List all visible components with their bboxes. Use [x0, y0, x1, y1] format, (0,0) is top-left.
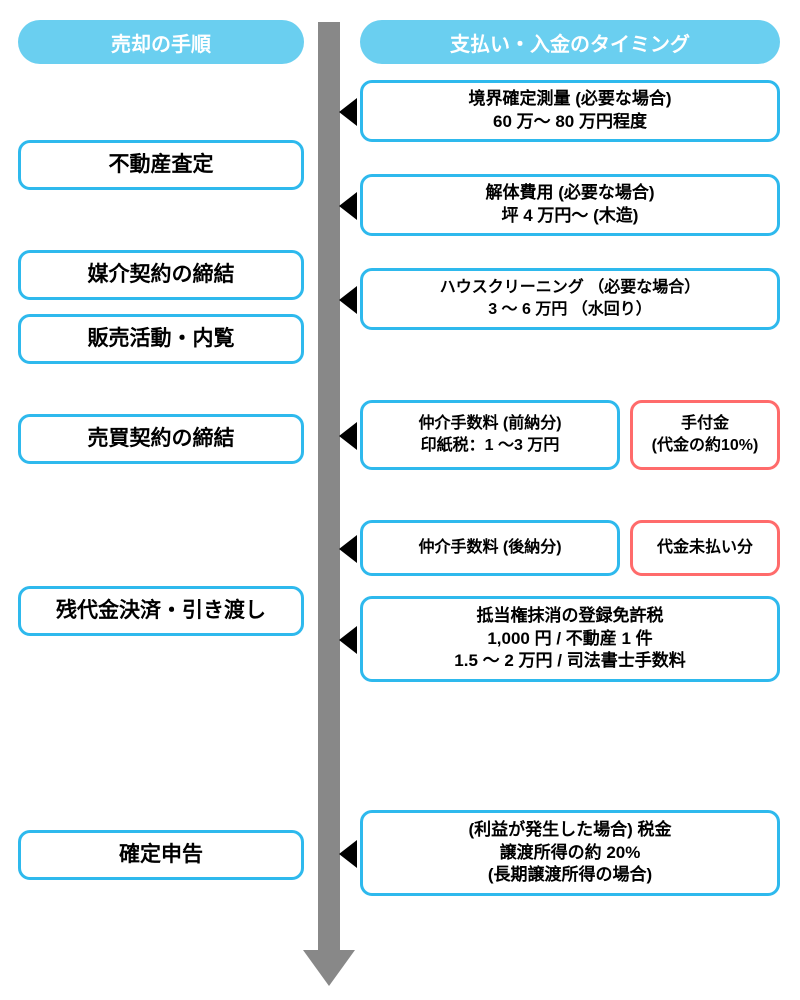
left-step-label: 不動産査定 [109, 151, 214, 179]
pointer-triangle-icon [339, 535, 357, 563]
right-box-text: 仲介手数料 (前納分) 印紙税：1 ～3 万円 [418, 413, 561, 456]
right-box-line1: ハウスクリーニング （必要な場合） [440, 279, 700, 296]
right-box-demolish: 解体費用 (必要な場合) 坪 4 万円～ (木造) [360, 174, 780, 236]
pointer-triangle-icon [339, 840, 357, 868]
right-box-text: 代金未払い分 [657, 537, 753, 559]
left-step-label: 媒介契約の締結 [88, 261, 235, 289]
header-right: 支払い・入金のタイミング [360, 20, 780, 64]
pointer-triangle-icon [339, 192, 357, 220]
right-box-text: 境界確定測量 (必要な場合) 60 万～ 80 万円程度 [468, 88, 671, 134]
right-box-line3: 1.5 ～ 2 万円 / 司法書士手数料 [454, 651, 685, 670]
left-step-sales: 販売活動・内覧 [18, 314, 304, 364]
right-box-cap-tax: (利益が発生した場合) 税金譲渡所得の約 20% (長期譲渡所得の場合) [360, 810, 780, 896]
timeline-arrow-head [303, 950, 355, 986]
left-step-settlement: 残代金決済・引き渡し [18, 586, 304, 636]
right-box-line1: 抵当権抹消の登録免許税 [477, 606, 664, 625]
left-step-label: 売買契約の締結 [88, 425, 235, 453]
right-box-line2: (代金の約10%) [652, 437, 759, 454]
right-box-survey: 境界確定測量 (必要な場合) 60 万～ 80 万円程度 [360, 80, 780, 142]
left-step-contract: 売買契約の締結 [18, 414, 304, 464]
right-box-line2: 坪 4 万円～ (木造) [502, 206, 639, 225]
right-box-line1: 解体費用 (必要な場合) [485, 183, 654, 202]
header-left-label: 売却の手順 [111, 28, 211, 57]
right-box-mortgage: 抵当権抹消の登録免許税 1,000 円 / 不動産 1 件 1.5 ～ 2 万円 /… [360, 596, 780, 682]
right-box-line2: 譲渡所得の約 20% [500, 843, 641, 862]
right-box-fee-front: 仲介手数料 (前納分) 印紙税：1 ～3 万円 [360, 400, 620, 470]
right-box-text: (利益が発生した場合) 税金譲渡所得の約 20% (長期譲渡所得の場合) [468, 819, 671, 888]
pointer-triangle-icon [339, 98, 357, 126]
diagram-container: 売却の手順 支払い・入金のタイミング 不動産査定媒介契約の締結販売活動・内覧売買… [0, 0, 800, 1000]
right-box-balance: 代金未払い分 [630, 520, 780, 576]
left-step-label: 残代金決済・引き渡し [56, 597, 266, 625]
timeline-arrow-shaft [318, 22, 340, 952]
pointer-triangle-icon [339, 626, 357, 654]
left-step-appraisal: 不動産査定 [18, 140, 304, 190]
left-step-mediation: 媒介契約の締結 [18, 250, 304, 300]
right-box-line1: 境界確定測量 (必要な場合) [468, 89, 671, 108]
right-box-line2: 印紙税：1 ～3 万円 [421, 437, 560, 454]
right-box-deposit: 手付金 (代金の約10%) [630, 400, 780, 470]
right-box-line1: 仲介手数料 (後納分) [418, 539, 561, 556]
header-left: 売却の手順 [18, 20, 304, 64]
right-box-line1: 代金未払い分 [657, 539, 753, 556]
right-box-text: 手付金 (代金の約10%) [652, 413, 759, 456]
left-step-label: 確定申告 [119, 841, 203, 869]
right-box-text: 抵当権抹消の登録免許税 1,000 円 / 不動産 1 件 1.5 ～ 2 万円 /… [454, 605, 685, 674]
pointer-triangle-icon [339, 286, 357, 314]
right-box-line2: 1,000 円 / 不動産 1 件 [487, 629, 652, 648]
right-box-text: 仲介手数料 (後納分) [418, 537, 561, 559]
header-right-label: 支払い・入金のタイミング [450, 28, 690, 57]
left-step-label: 販売活動・内覧 [88, 325, 235, 353]
pointer-triangle-icon [339, 422, 357, 450]
right-box-fee-back: 仲介手数料 (後納分) [360, 520, 620, 576]
right-box-text: 解体費用 (必要な場合) 坪 4 万円～ (木造) [485, 182, 654, 228]
right-box-line3: (長期譲渡所得の場合) [488, 865, 652, 884]
left-step-tax: 確定申告 [18, 830, 304, 880]
right-box-line1: (利益が発生した場合) 税金 [468, 820, 671, 839]
right-box-line1: 手付金 [681, 415, 729, 432]
right-box-cleaning: ハウスクリーニング （必要な場合） 3 ～ 6 万円 （水回り） [360, 268, 780, 330]
right-box-line2: 60 万～ 80 万円程度 [493, 112, 647, 131]
right-box-text: ハウスクリーニング （必要な場合） 3 ～ 6 万円 （水回り） [440, 277, 700, 320]
right-box-line2: 3 ～ 6 万円 （水回り） [488, 301, 652, 318]
right-box-line1: 仲介手数料 (前納分) [418, 415, 561, 432]
